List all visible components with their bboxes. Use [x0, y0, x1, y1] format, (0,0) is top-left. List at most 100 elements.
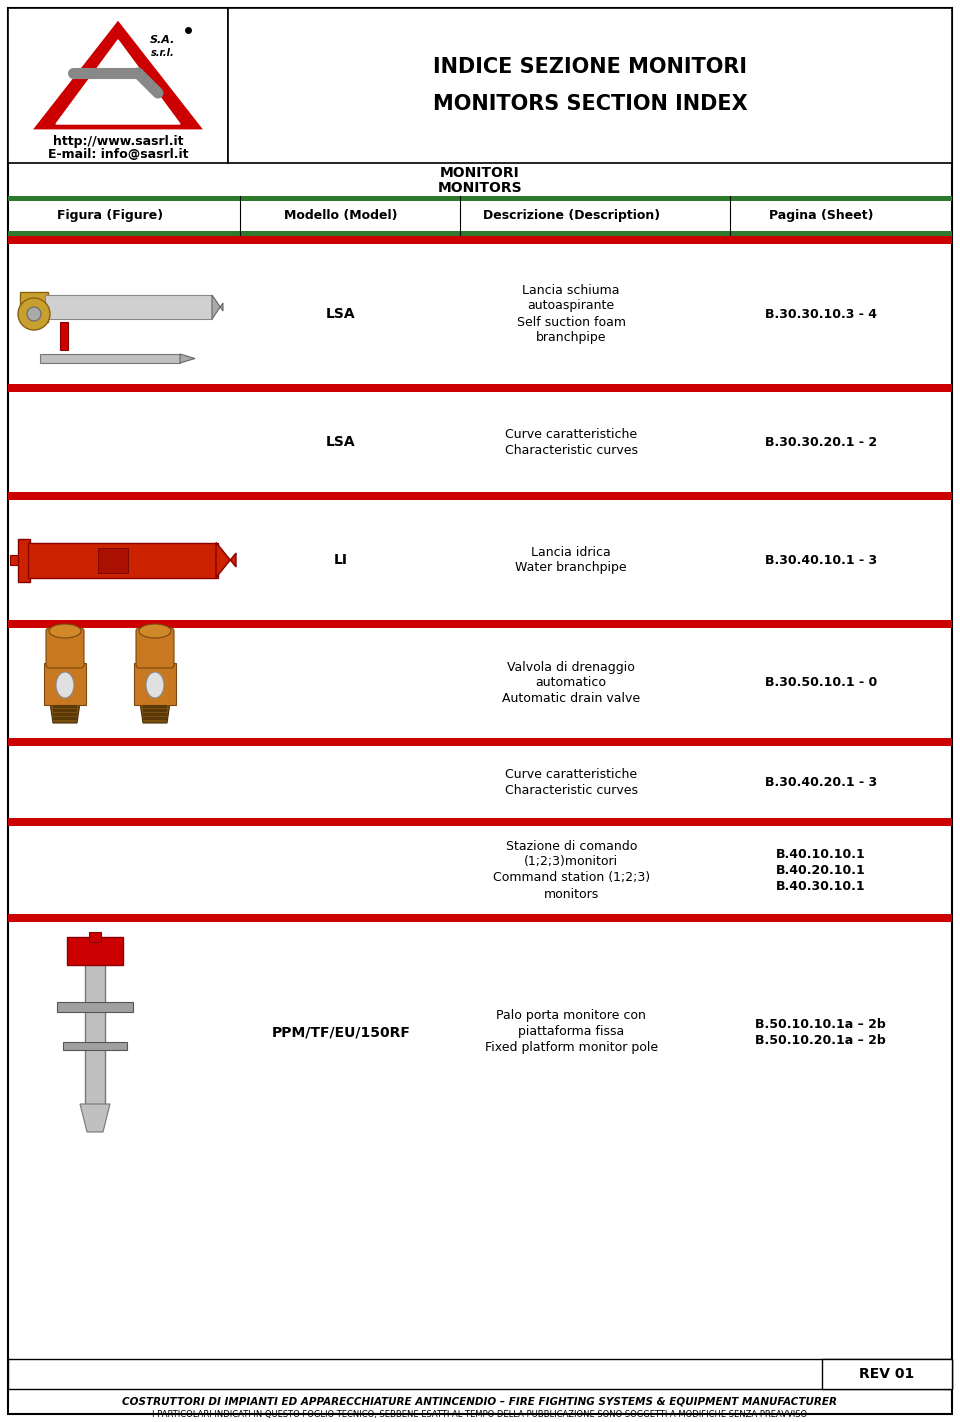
Text: Lancia schiuma: Lancia schiuma: [522, 283, 620, 297]
Circle shape: [18, 299, 50, 330]
Text: Figura (Figure): Figura (Figure): [58, 209, 163, 222]
Bar: [143, 717, 167, 720]
Text: LI: LI: [334, 553, 348, 567]
Text: Curve caratteristiche: Curve caratteristiche: [505, 768, 637, 781]
Bar: [8, 1359, 952, 1389]
FancyBboxPatch shape: [136, 629, 174, 668]
Text: S.A.: S.A.: [151, 36, 176, 46]
Polygon shape: [180, 354, 195, 363]
Polygon shape: [212, 294, 223, 319]
Bar: [8, 236, 952, 245]
Text: I PARTICOLARI INDICATI IN QUESTO FOGLIO TECNICO, SEBBENE ESATTI AL TEMPO DELLA P: I PARTICOLARI INDICATI IN QUESTO FOGLIO …: [153, 1411, 807, 1419]
Polygon shape: [80, 1103, 110, 1132]
Bar: [228, 9, 952, 164]
Text: B.30.40.10.1 - 3: B.30.40.10.1 - 3: [765, 553, 876, 566]
Bar: [18, 539, 30, 582]
Text: E-mail: info@sasrl.it: E-mail: info@sasrl.it: [48, 148, 188, 162]
Text: automatico: automatico: [536, 677, 607, 690]
Bar: [143, 705, 167, 708]
Bar: [57, 1003, 133, 1012]
FancyBboxPatch shape: [46, 629, 84, 668]
Bar: [8, 9, 228, 164]
Text: Pagina (Sheet): Pagina (Sheet): [769, 209, 873, 222]
Bar: [10, 555, 22, 565]
Polygon shape: [216, 543, 236, 577]
Text: Automatic drain valve: Automatic drain valve: [502, 693, 640, 705]
Text: s.r.l.: s.r.l.: [151, 48, 175, 58]
Circle shape: [27, 307, 41, 321]
Text: monitors: monitors: [543, 887, 599, 900]
Bar: [98, 547, 128, 573]
Text: Palo porta monitore con: Palo porta monitore con: [496, 1010, 646, 1022]
Bar: [8, 620, 952, 629]
Bar: [143, 712, 167, 715]
Bar: [8, 914, 952, 921]
Text: Command station (1;2;3): Command station (1;2;3): [492, 872, 650, 884]
Bar: [45, 294, 212, 319]
Text: Stazione di comando: Stazione di comando: [506, 839, 636, 853]
Text: Descrizione (Description): Descrizione (Description): [483, 209, 660, 222]
Text: B.30.30.20.1 - 2: B.30.30.20.1 - 2: [765, 435, 876, 448]
Text: Curve caratteristiche: Curve caratteristiche: [505, 428, 637, 441]
Polygon shape: [140, 702, 170, 722]
Bar: [53, 710, 77, 711]
Bar: [134, 663, 176, 705]
Bar: [53, 705, 77, 708]
Bar: [822, 1359, 952, 1389]
Text: B.40.20.10.1: B.40.20.10.1: [776, 863, 866, 876]
Bar: [53, 712, 77, 715]
Text: B.30.30.10.3 - 4: B.30.30.10.3 - 4: [765, 307, 876, 320]
Bar: [53, 717, 77, 720]
Bar: [40, 354, 180, 363]
Text: INDICE SEZIONE MONITORI: INDICE SEZIONE MONITORI: [433, 57, 747, 77]
Text: PPM/TF/EU/150RF: PPM/TF/EU/150RF: [272, 1025, 410, 1039]
Text: MONITORI: MONITORI: [440, 166, 520, 181]
Ellipse shape: [56, 673, 74, 698]
Text: Characteristic curves: Characteristic curves: [505, 784, 637, 796]
Bar: [63, 1042, 127, 1049]
Text: B.50.10.10.1a – 2b: B.50.10.10.1a – 2b: [756, 1018, 886, 1031]
Bar: [8, 230, 952, 236]
Text: REV 01: REV 01: [859, 1367, 915, 1381]
Text: LSA: LSA: [326, 307, 355, 321]
Bar: [28, 543, 218, 577]
Bar: [8, 384, 952, 392]
Text: COSTRUTTORI DI IMPIANTI ED APPARECCHIATURE ANTINCENDIO – FIRE FIGHTING SYSTEMS &: COSTRUTTORI DI IMPIANTI ED APPARECCHIATU…: [123, 1396, 837, 1406]
Bar: [8, 738, 952, 747]
Bar: [143, 710, 167, 711]
Text: MONITORS: MONITORS: [438, 181, 522, 195]
Bar: [8, 196, 952, 201]
Bar: [20, 292, 48, 321]
Ellipse shape: [139, 624, 171, 638]
Bar: [44, 663, 86, 705]
Text: Self suction foam: Self suction foam: [516, 316, 626, 328]
Text: Lancia idrica: Lancia idrica: [531, 546, 612, 559]
Polygon shape: [36, 23, 200, 128]
Text: Characteristic curves: Characteristic curves: [505, 444, 637, 456]
Text: B.40.30.10.1: B.40.30.10.1: [776, 879, 866, 893]
Ellipse shape: [49, 624, 81, 638]
Text: Valvola di drenaggio: Valvola di drenaggio: [507, 660, 636, 674]
Text: B.50.10.20.1a – 2b: B.50.10.20.1a – 2b: [756, 1034, 886, 1047]
Bar: [60, 321, 68, 350]
Bar: [89, 931, 101, 941]
Polygon shape: [56, 40, 180, 124]
Text: B.30.50.10.1 - 0: B.30.50.10.1 - 0: [765, 677, 876, 690]
Text: branchpipe: branchpipe: [536, 331, 607, 344]
Text: MONITORS SECTION INDEX: MONITORS SECTION INDEX: [433, 94, 748, 114]
Text: autoaspirante: autoaspirante: [528, 300, 614, 313]
Bar: [85, 956, 105, 1112]
Text: LSA: LSA: [326, 435, 355, 449]
Polygon shape: [50, 702, 80, 722]
Bar: [67, 937, 123, 966]
Text: piattaforma fissa: piattaforma fissa: [518, 1025, 624, 1038]
Ellipse shape: [146, 673, 164, 698]
Text: http://www.sasrl.it: http://www.sasrl.it: [53, 135, 183, 148]
Text: Water branchpipe: Water branchpipe: [516, 562, 627, 574]
Text: (1;2;3)monitori: (1;2;3)monitori: [524, 856, 618, 869]
Text: Fixed platform monitor pole: Fixed platform monitor pole: [485, 1041, 658, 1055]
Text: B.30.40.20.1 - 3: B.30.40.20.1 - 3: [765, 775, 876, 789]
Text: B.40.10.10.1: B.40.10.10.1: [776, 848, 866, 860]
Bar: [8, 818, 952, 826]
Text: Modello (Model): Modello (Model): [284, 209, 397, 222]
